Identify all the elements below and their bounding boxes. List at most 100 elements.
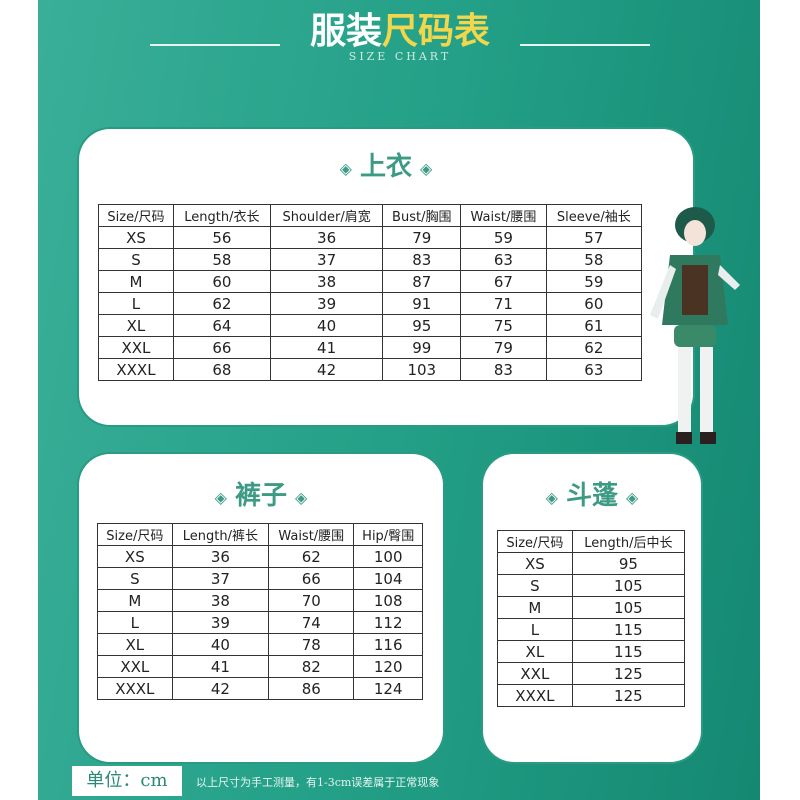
- ornament-left: [150, 44, 280, 46]
- table-row: M 38 70 108: [97, 589, 423, 612]
- table-cell: XS: [497, 552, 573, 575]
- header-row: Size/尺码 Length/裤长 Waist/腰围 Hip/臀围: [97, 523, 423, 546]
- table-cell: 120: [353, 655, 423, 678]
- table-cell: 64: [172, 314, 271, 337]
- table-cell: 104: [353, 567, 423, 590]
- column-header: Shoulder/肩宽: [269, 204, 384, 227]
- table-cell: 95: [382, 314, 462, 337]
- table-row: XL 64 40 95 75 61: [98, 314, 643, 337]
- table-row: S 58 37 83 63 58: [98, 248, 643, 271]
- table-row: XXXL 125: [497, 684, 686, 707]
- table-cell: XXXL: [98, 358, 174, 381]
- diamond-icon: ◈: [626, 487, 639, 507]
- diamond-icon: ◈: [339, 158, 352, 178]
- table-cell: 91: [382, 292, 462, 315]
- table-row: XXL 125: [497, 662, 686, 685]
- table-cell: 59: [460, 226, 547, 249]
- table-cell: 125: [571, 684, 686, 707]
- table-cell: 63: [460, 248, 547, 271]
- diamond-icon: ◈: [295, 487, 308, 507]
- table-cell: 67: [460, 270, 547, 293]
- table-row: XL 40 78 116: [97, 633, 423, 656]
- table-row: XXXL 68 42 103 83 63: [98, 358, 643, 381]
- table-row: XS 95: [497, 552, 686, 575]
- table-cell: 59: [545, 270, 643, 293]
- table-cell: 60: [172, 270, 271, 293]
- table-cell: 36: [269, 226, 384, 249]
- column-header: Waist/腰围: [460, 204, 547, 227]
- table-cell: 100: [353, 545, 423, 568]
- table-row: L 39 74 112: [97, 611, 423, 634]
- table-cell: XS: [98, 226, 174, 249]
- title-white: 服装: [309, 10, 382, 52]
- table-cell: M: [98, 270, 174, 293]
- table-cell: 58: [172, 248, 271, 271]
- cloak-panel: ◈ 斗蓬 ◈ Size/尺码 Length/后中长 XS 95 S 105 M 105 L 115 XL…: [486, 457, 698, 759]
- table-cell: M: [97, 589, 173, 612]
- header-row: Size/尺码 Length/衣长 Shoulder/肩宽 Bust/胸围 Waist/…: [98, 204, 643, 227]
- table-cell: 62: [172, 292, 271, 315]
- table-cell: 39: [269, 292, 384, 315]
- pants-panel: ◈ 裤子 ◈ Size/尺码 Length/裤长 Waist/腰围 Hip/臀围 XS 36 6…: [82, 457, 440, 759]
- ornament-right: [520, 44, 650, 46]
- table-cell: L: [497, 618, 573, 641]
- table-cell: XL: [97, 633, 173, 656]
- table-cell: 61: [545, 314, 643, 337]
- table-cell: 37: [171, 567, 270, 590]
- diamond-icon: ◈: [420, 158, 433, 178]
- table-cell: 115: [571, 618, 686, 641]
- table-cell: XXXL: [97, 677, 173, 700]
- pants-title-text: 裤子: [234, 481, 287, 511]
- table-cell: 42: [269, 358, 384, 381]
- table-row: L 115: [497, 618, 686, 641]
- table-cell: 99: [382, 336, 462, 359]
- table-cell: 86: [268, 677, 355, 700]
- table-cell: 87: [382, 270, 462, 293]
- tops-title: ◈ 上衣 ◈: [82, 146, 690, 183]
- column-header: Length/后中长: [571, 530, 686, 553]
- table-cell: 40: [269, 314, 384, 337]
- table-cell: 105: [571, 574, 686, 597]
- pants-title: ◈ 裤子 ◈: [82, 475, 440, 512]
- table-cell: 62: [268, 545, 355, 568]
- table-cell: 79: [460, 336, 547, 359]
- table-cell: 38: [269, 270, 384, 293]
- table-row: XXL 41 82 120: [97, 655, 423, 678]
- table-cell: 83: [460, 358, 547, 381]
- table-cell: M: [497, 596, 573, 619]
- table-cell: 71: [460, 292, 547, 315]
- column-header: Waist/腰围: [268, 523, 355, 546]
- table-cell: 82: [268, 655, 355, 678]
- table-cell: XXL: [497, 662, 573, 685]
- column-header: Sleeve/袖长: [545, 204, 643, 227]
- column-header: Size/尺码: [497, 530, 573, 553]
- column-header: Length/裤长: [171, 523, 270, 546]
- table-cell: 74: [268, 611, 355, 634]
- column-header: Bust/胸围: [382, 204, 462, 227]
- table-cell: 78: [268, 633, 355, 656]
- table-cell: L: [97, 611, 173, 634]
- table-cell: XL: [497, 640, 573, 663]
- table-row: XS 36 62 100: [97, 545, 423, 568]
- table-cell: 116: [353, 633, 423, 656]
- table-cell: 79: [382, 226, 462, 249]
- table-row: L 62 39 91 71 60: [98, 292, 643, 315]
- table-cell: 83: [382, 248, 462, 271]
- column-header: Size/尺码: [98, 204, 174, 227]
- measurement-note: 以上尺寸为手工测量，有1-3cm误差属于正常现象: [196, 776, 440, 789]
- table-cell: S: [98, 248, 174, 271]
- table-cell: 112: [353, 611, 423, 634]
- table-cell: 56: [172, 226, 271, 249]
- cloak-title: ◈ 斗蓬 ◈: [486, 475, 698, 512]
- diamond-icon: ◈: [545, 487, 558, 507]
- page-title: 服装尺码表: [0, 2, 800, 54]
- table-cell: 108: [353, 589, 423, 612]
- table-cell: L: [98, 292, 174, 315]
- column-header: Length/衣长: [172, 204, 271, 227]
- pants-table: Size/尺码 Length/裤长 Waist/腰围 Hip/臀围 XS 36 62 100 S…: [97, 523, 423, 700]
- table-cell: 41: [171, 655, 270, 678]
- table-cell: S: [497, 574, 573, 597]
- title-yellow: 尺码表: [382, 10, 491, 52]
- table-cell: 103: [382, 358, 462, 381]
- table-row: XS 56 36 79 59 57: [98, 226, 643, 249]
